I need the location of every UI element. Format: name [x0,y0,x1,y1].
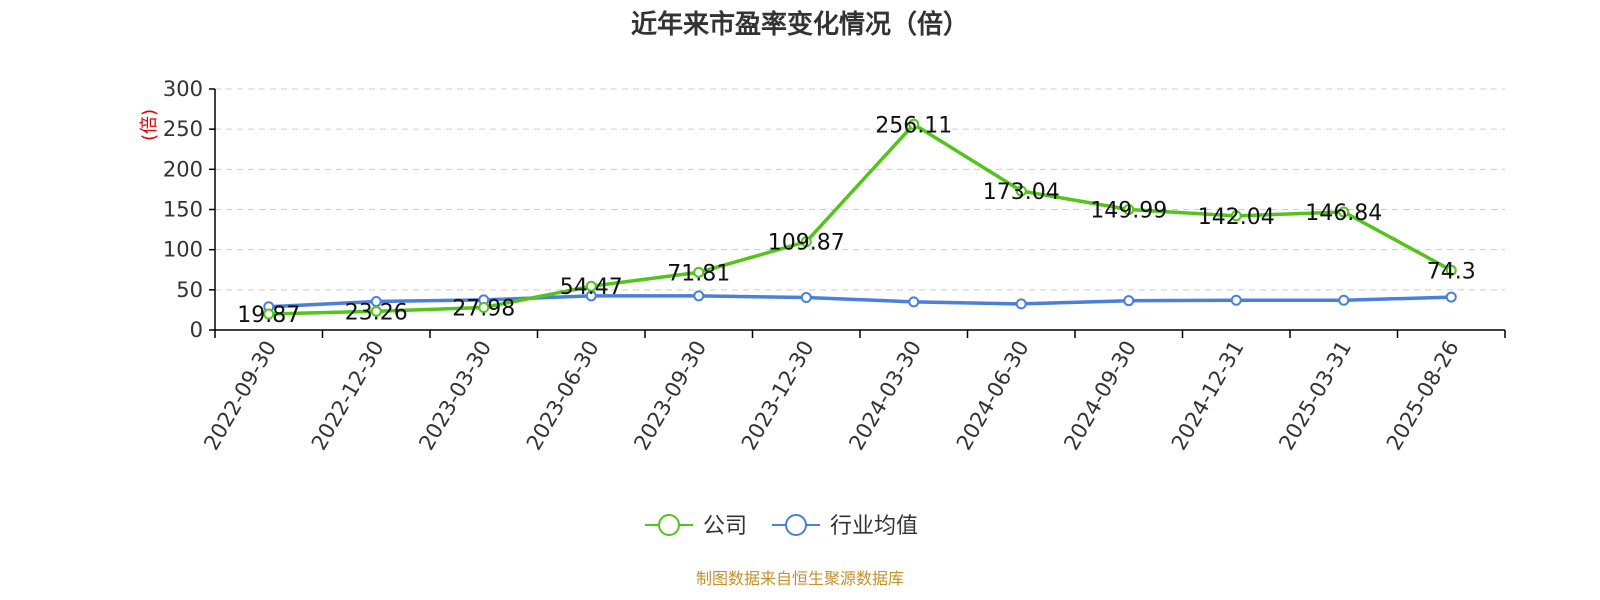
y-tick-label: 150 [163,198,203,222]
series-point[interactable] [800,291,812,303]
series-point[interactable] [908,118,920,130]
data-label: 173.04 [983,180,1060,205]
series-line [267,122,1454,316]
x-tick-label: 2022-09-30 [199,337,281,455]
series-point[interactable] [800,236,812,248]
data-label: 71.81 [667,261,730,286]
series-point[interactable] [1445,291,1457,303]
series-point[interactable] [478,302,490,314]
legend[interactable]: 公司 行业均值 [645,514,918,539]
x-tick-label: 2023-06-30 [522,337,604,455]
data-label: 149.99 [1090,199,1167,224]
legend-marker [658,514,680,536]
series-point[interactable] [1015,185,1027,197]
x-tick-label: 2023-03-30 [414,337,496,455]
x-tick-label: 2024-06-30 [952,337,1034,455]
x-tick-label: 2023-12-30 [737,337,819,455]
legend-label: 行业均值 [830,514,918,539]
chart-title: 近年来市盈率变化情况（倍） [631,9,969,40]
series-point[interactable] [1123,295,1135,307]
series-line [267,294,1454,309]
y-tick-label: 50 [176,278,203,302]
x-axis: 2022-09-30 2022-12-30 2023-03-30 2023-06-30… [199,329,1506,455]
y-axis: 0 50 100 150 200 250 300 [163,77,216,342]
data-label: 74.3 [1427,259,1476,284]
series-point[interactable] [585,280,597,292]
x-tick-label: 2025-08-26 [1382,337,1464,455]
data-label: 142.04 [1198,205,1275,230]
series-point[interactable] [908,296,920,308]
data-label: 23.26 [345,300,408,325]
x-tick-label: 2024-09-30 [1059,337,1141,455]
data-label: 54.47 [560,275,623,300]
data-label: 19.87 [237,303,300,328]
y-tick-label: 100 [163,238,203,262]
series-point[interactable] [1123,204,1135,216]
grid-layer [215,88,1505,291]
series-layer [263,118,1457,320]
series-point[interactable] [1338,206,1350,218]
data-label: 27.98 [452,297,515,322]
legend-item[interactable]: 行业均值 [772,514,918,539]
x-tick-label: 2024-12-31 [1167,337,1249,455]
x-tick-label: 2022-12-30 [307,337,389,455]
y-tick-label: 0 [190,318,203,342]
x-tick-label: 2023-09-30 [629,337,711,455]
y-axis-label: (倍) [139,109,160,141]
data-label: 146.84 [1305,201,1382,226]
series-point[interactable] [1230,210,1242,222]
data-label: 256.11 [875,113,952,138]
data-label: 109.87 [768,231,845,256]
series-point[interactable] [693,290,705,302]
series-point[interactable] [370,305,382,317]
y-tick-label: 300 [163,77,203,101]
series-point[interactable] [1338,294,1350,306]
legend-marker [785,514,807,536]
legend-label: 公司 [703,514,747,539]
series-point[interactable] [693,266,705,278]
x-tick-label: 2025-03-31 [1274,337,1356,455]
y-tick-label: 200 [163,157,203,181]
series-point[interactable] [1015,298,1027,310]
data-label-layer: 19.87 23.26 27.98 54.47 71.81 109.87 256.11 173… [237,113,1475,328]
legend-item[interactable]: 公司 [645,514,747,539]
x-tick-label: 2024-03-30 [844,337,926,455]
data-source-note: 制图数据来自恒生聚源数据库 [696,569,904,588]
series-point[interactable] [1445,264,1457,276]
series-point[interactable] [263,308,275,320]
y-tick-label: 250 [163,117,203,141]
series-point[interactable] [1230,294,1242,306]
